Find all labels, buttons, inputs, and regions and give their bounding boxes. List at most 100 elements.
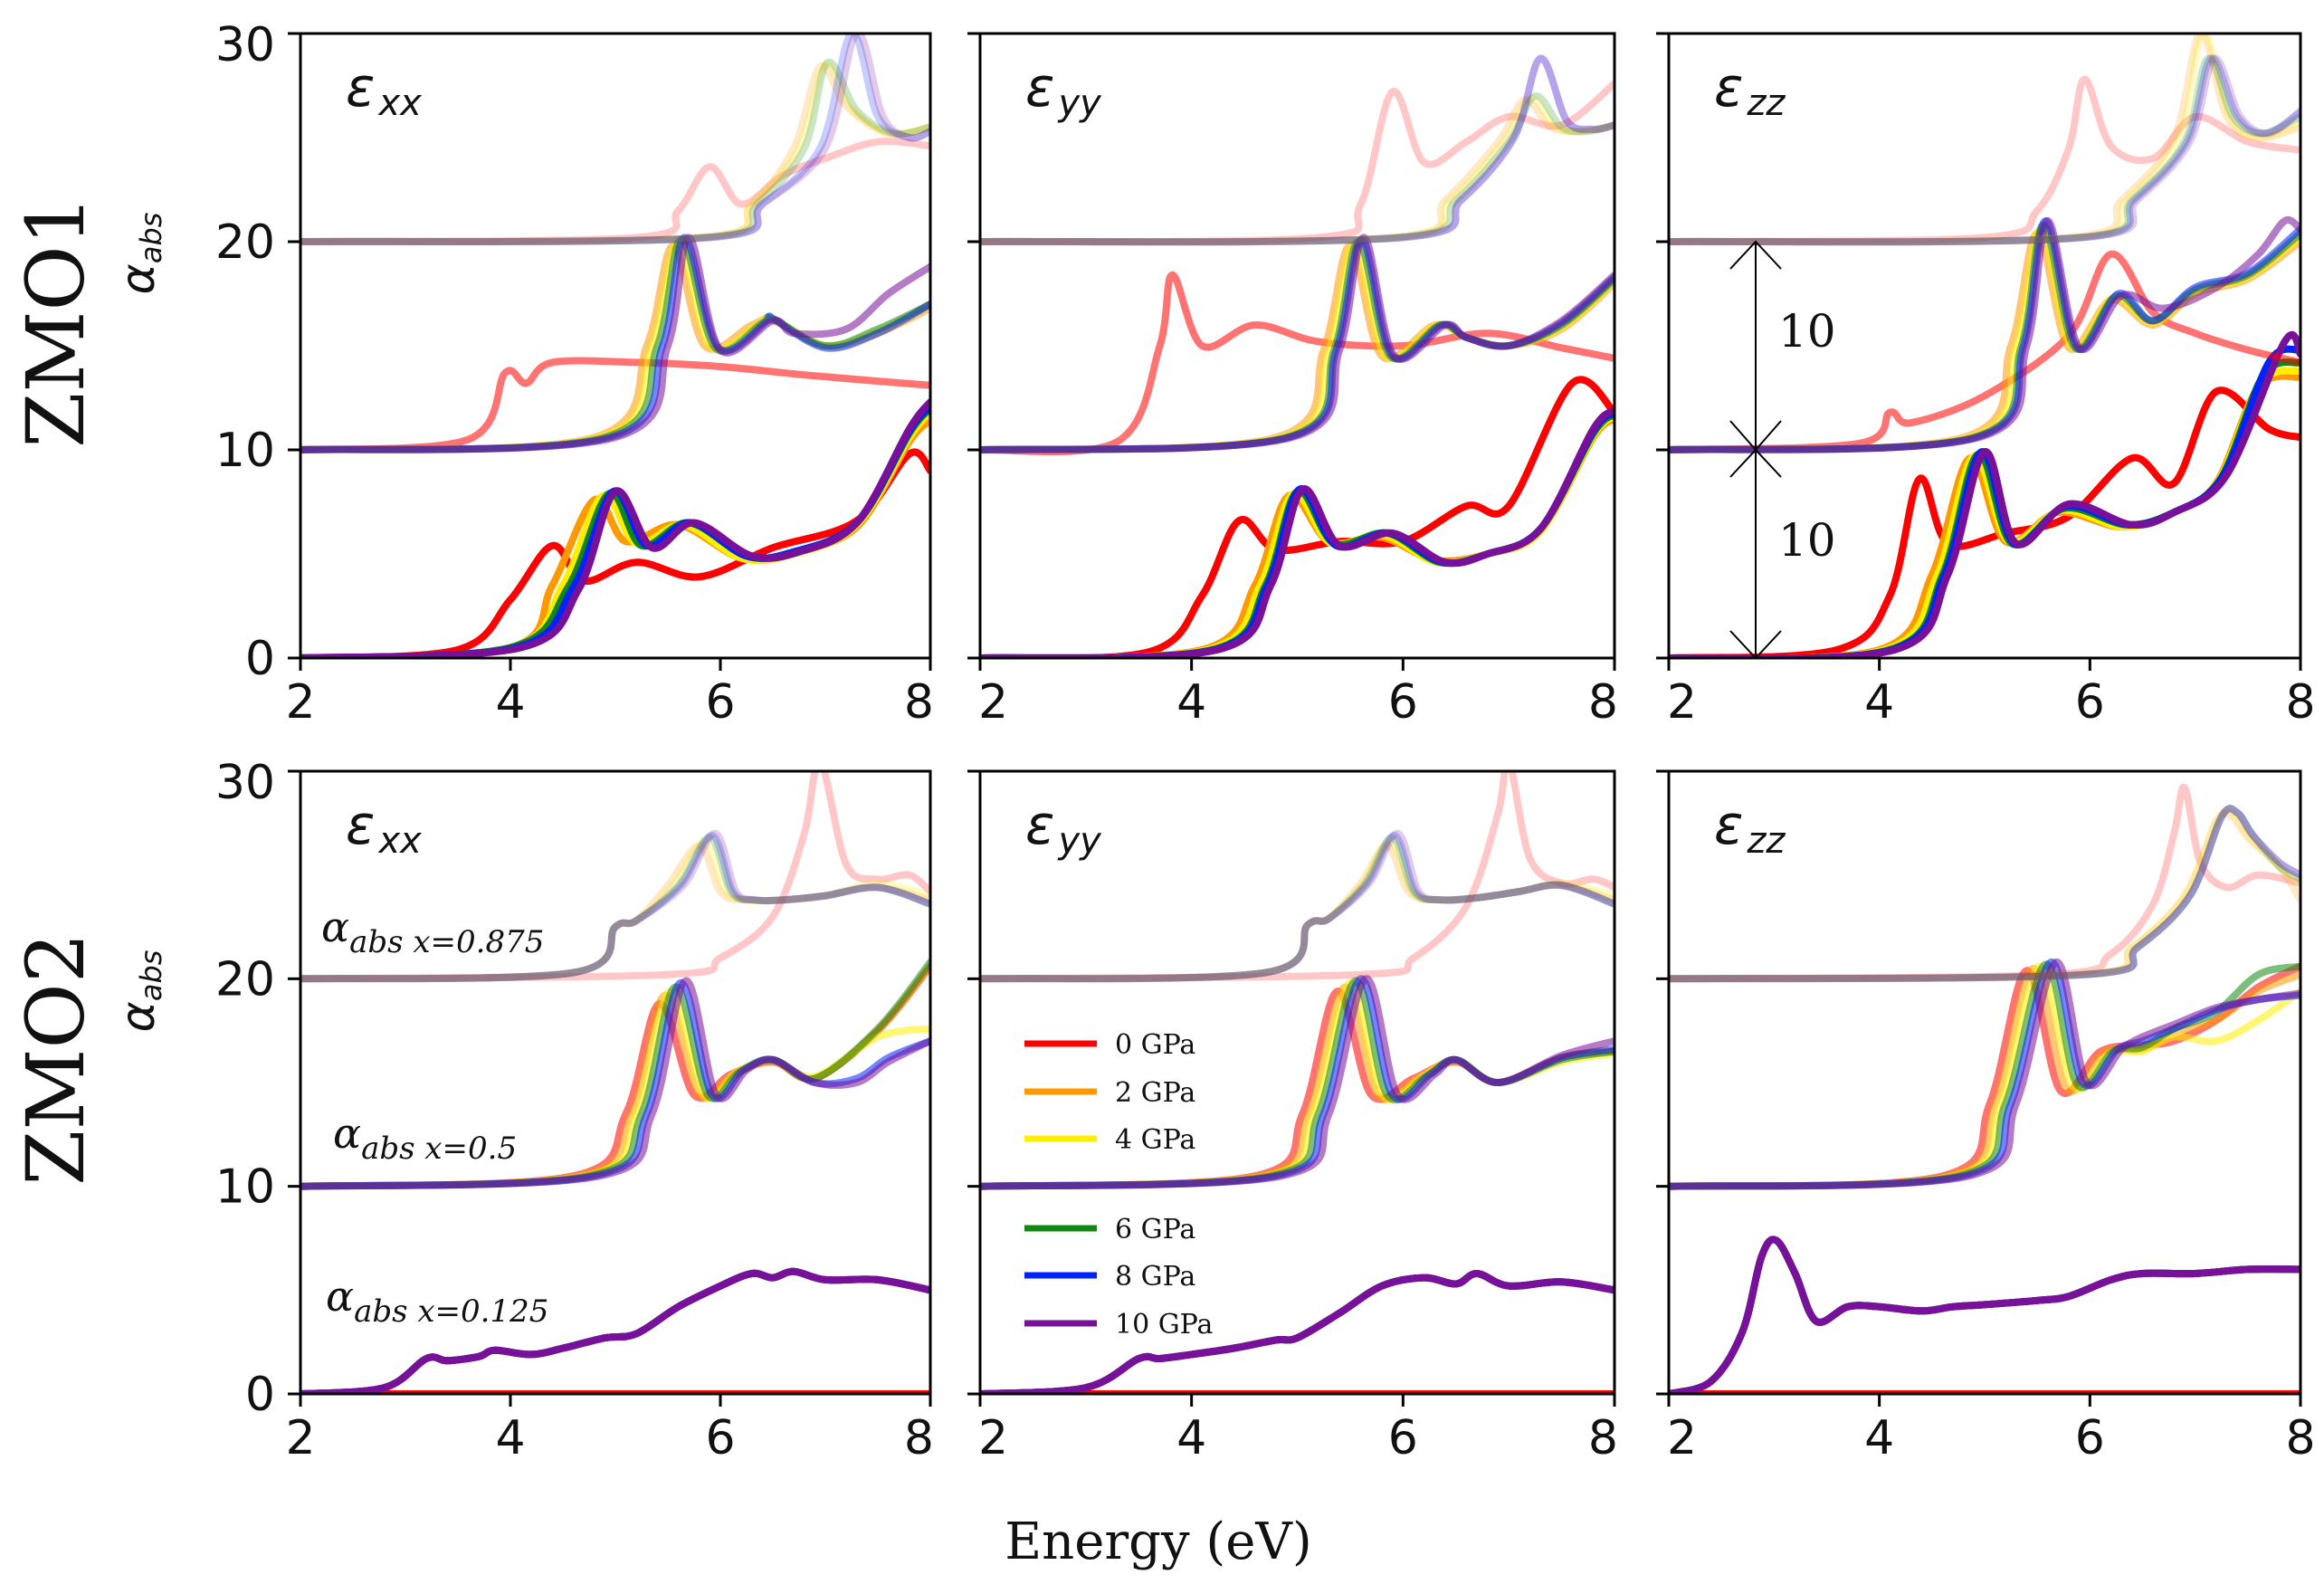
offset-label-upper: 10: [1778, 305, 1836, 358]
series-line-10-gpa-offset-0: [300, 1267, 930, 1394]
series-line-6-gpa-offset-20: [1669, 805, 2300, 983]
series-line-10-gpa-offset-10: [980, 234, 1614, 453]
series-line-8-gpa-offset-0: [980, 1270, 1614, 1394]
series-line-0-gpa-offset-20: [300, 138, 930, 245]
legend: 0 GPa 2 GPa 4 GPa 6 GPa 8 GPa 10 GPa: [1024, 1029, 1214, 1341]
panel-zmo2-yy: 2 4 6 8 ε yy: [967, 769, 1618, 1465]
x-tick-label: 8: [904, 675, 934, 730]
series-line-6-gpa-offset-20: [980, 92, 1614, 246]
x-tick-label: 2: [1667, 675, 1697, 730]
legend-item-4-gpa: 4 GPa: [1024, 1124, 1195, 1156]
series-line-6-gpa-offset-20: [1669, 54, 2300, 246]
x-tick-label: 2: [285, 675, 315, 730]
y-tick-label: 0: [245, 1368, 275, 1422]
series-line-10-gpa-offset-20: [1669, 54, 2300, 246]
row-label-zmo2: ZMO2: [9, 932, 102, 1185]
panel-title: ε zz: [1714, 56, 1786, 124]
series-group: [980, 54, 1614, 658]
legend-item-10-gpa: 10 GPa: [1024, 1309, 1214, 1341]
panel-zmo1-xx: 2 4 6 8 0 10 20 30 ε xx: [215, 18, 934, 730]
x-tick-label: 6: [2075, 675, 2105, 730]
y-tick-label: 30: [215, 756, 275, 810]
panel-zmo2-zz: 2 4 6 8 ε zz: [1656, 769, 2316, 1465]
series-line-8-gpa-offset-20: [980, 832, 1614, 983]
x-tick-label: 4: [1176, 1411, 1206, 1465]
panel-title-main: ε: [1714, 794, 1743, 857]
series-line-10-gpa-offset-10: [1669, 958, 2300, 1190]
series-line-4-gpa-offset-20: [1669, 806, 2300, 983]
series-line-4-gpa-offset-0: [300, 1267, 930, 1394]
legend-item-0-gpa: 0 GPa: [1024, 1029, 1195, 1061]
series-line-8-gpa-offset-20: [1669, 805, 2300, 983]
x-tick-label: 6: [2075, 1411, 2105, 1465]
series-line-4-gpa-offset-20: [980, 838, 1614, 983]
series-line-0-gpa-offset-0: [980, 376, 1614, 658]
series-line-2-gpa-offset-10: [1669, 229, 2300, 453]
y-tick-label: 10: [215, 1160, 275, 1215]
curve-label-sub: abs x=0.125: [354, 1293, 548, 1330]
series-group: [1669, 33, 2300, 658]
panel-title-main: ε: [1714, 56, 1743, 119]
series-line-6-gpa-offset-20: [300, 834, 930, 983]
legend-item-2-gpa: 2 GPa: [1024, 1077, 1195, 1109]
series-line-10-gpa-offset-10: [300, 234, 930, 453]
x-tick-label: 8: [2285, 1411, 2315, 1465]
panel-title: ε xx: [346, 794, 422, 862]
panel-title-main: ε: [346, 56, 375, 119]
row-label-zmo1: ZMO1: [9, 195, 102, 447]
y-tick-label: 20: [215, 952, 275, 1007]
y-axis-label-main: α: [111, 263, 166, 294]
panel-title-sub: xx: [376, 82, 422, 124]
series-line-10-gpa-offset-0: [300, 398, 930, 658]
series-line-2-gpa-offset-20: [1669, 33, 2300, 246]
series-line-6-gpa-offset-0: [980, 1270, 1614, 1394]
series-line-2-gpa-offset-20: [1669, 809, 2300, 983]
series-line-0-gpa-offset-20: [1669, 784, 2300, 983]
series-line-8-gpa-offset-20: [300, 832, 930, 983]
panel-title-sub: yy: [1057, 820, 1102, 862]
panel-zmo1-zz: 2 4 6 8 ε zz: [1656, 32, 2316, 730]
series-line-10-gpa-offset-20: [300, 829, 930, 983]
legend-label: 10 GPa: [1115, 1309, 1214, 1341]
series-line-4-gpa-offset-0: [980, 1270, 1614, 1394]
legend-label: 4 GPa: [1115, 1124, 1195, 1156]
series-line-2-gpa-offset-0: [1669, 372, 2300, 658]
series-line-0-gpa-offset-0: [300, 448, 930, 658]
series-group: [300, 33, 930, 658]
panel-title: ε xx: [346, 56, 422, 124]
y-axis-label-sub: abs: [134, 950, 168, 1002]
plot-frame: [1667, 32, 2302, 660]
series-line-2-gpa-offset-0: [980, 1270, 1614, 1394]
x-tick-label: 8: [2285, 675, 2315, 730]
series-line-10-gpa-offset-10: [1669, 216, 2300, 453]
series-line-10-gpa-offset-20: [980, 54, 1614, 246]
legend-label: 8 GPa: [1115, 1261, 1195, 1293]
series-line-0-gpa-offset-20: [1669, 75, 2300, 245]
y-axis-label-row1: αabs: [111, 213, 168, 295]
curve-label-x0125: αabs x=0.125: [326, 1272, 548, 1330]
y-tick-label: 20: [215, 215, 275, 270]
x-tick-label: 2: [978, 1411, 1008, 1465]
plot-frame: [978, 32, 1616, 660]
svg-text:αabs: αabs: [111, 950, 168, 1033]
x-tick-label: 6: [705, 1411, 735, 1465]
series-line-4-gpa-offset-0: [1669, 1236, 2300, 1394]
x-tick-label: 4: [1864, 1411, 1894, 1465]
x-tick-label: 6: [705, 675, 735, 730]
series-line-10-gpa-offset-0: [980, 406, 1614, 658]
x-tick-label: 2: [1667, 1411, 1697, 1465]
series-line-4-gpa-offset-20: [300, 60, 930, 246]
series-line-4-gpa-offset-20: [300, 838, 930, 983]
legend-label: 0 GPa: [1115, 1029, 1195, 1061]
x-tick-label: 4: [495, 1411, 525, 1465]
series-line-2-gpa-offset-10: [980, 242, 1614, 453]
curve-label-x05: αabs x=0.5: [333, 1109, 517, 1167]
series-line-2-gpa-offset-0: [300, 1267, 930, 1394]
y-tick-label: 10: [215, 424, 275, 478]
series-line-0-gpa-offset-20: [980, 80, 1614, 246]
series-line-6-gpa-offset-0: [300, 1267, 930, 1394]
x-tick-label: 8: [1588, 675, 1618, 730]
plot-frame: [299, 769, 932, 1396]
